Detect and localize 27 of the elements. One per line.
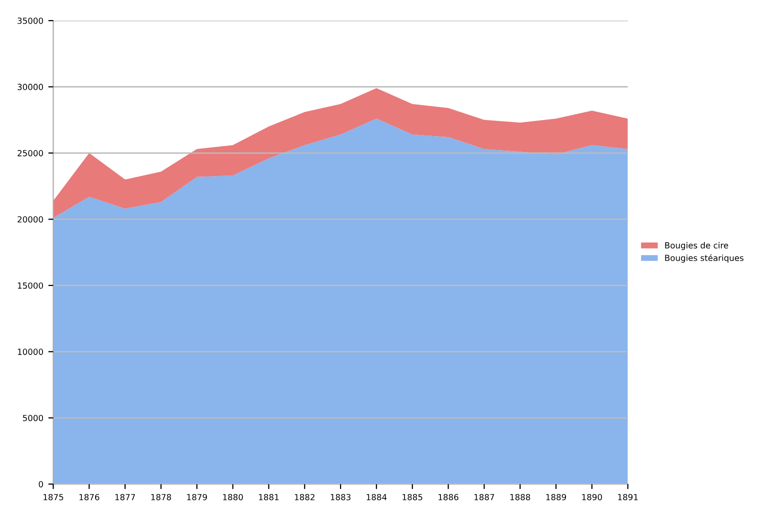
x-tick-label: 1884: [366, 494, 387, 500]
legend-label: Bougies stéariques: [665, 254, 744, 263]
y-tick-label: 15000: [18, 282, 43, 289]
y-tick-label: 30000: [18, 84, 43, 90]
x-tick-label: 1887: [474, 494, 494, 500]
y-tick-label: 10000: [18, 348, 43, 355]
x-tick-label: 1877: [115, 494, 135, 500]
x-tick-label: 1891: [618, 494, 638, 500]
legend-label: Bougies de cire: [665, 242, 728, 250]
x-tick-label: 1886: [438, 494, 458, 500]
y-tick-label: 20000: [18, 216, 43, 223]
x-tick-label: 1876: [79, 494, 100, 500]
y-tick-label: 35000: [18, 18, 43, 24]
x-tick-label: 1875: [44, 494, 64, 500]
x-tick-label: 1888: [510, 494, 530, 500]
x-tick-label: 1889: [546, 494, 566, 500]
x-tick-label: 1882: [294, 494, 314, 500]
y-tick-label: 5000: [22, 414, 43, 422]
x-tick-label: 1880: [223, 494, 243, 500]
x-tick-label: 1879: [187, 494, 207, 500]
x-tick-label: 1878: [151, 494, 172, 500]
y-tick-label: 0: [38, 481, 43, 488]
x-tick-label: 1883: [330, 494, 350, 500]
x-tick-label: 1890: [582, 494, 602, 500]
x-tick-label: 1881: [259, 494, 279, 500]
x-tick-label: 1885: [402, 494, 422, 500]
y-tick-label: 25000: [18, 150, 43, 156]
